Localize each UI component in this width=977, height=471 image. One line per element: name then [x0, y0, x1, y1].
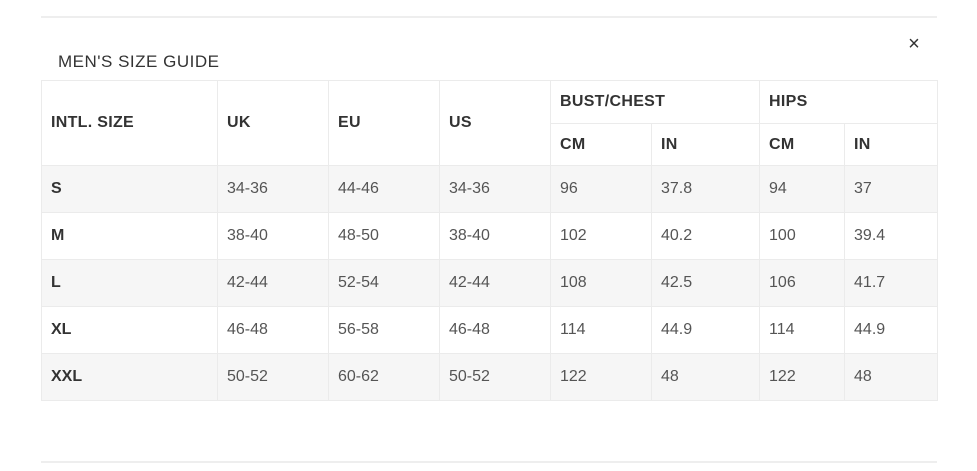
cell-hips-in: 48 — [844, 353, 939, 401]
cell-hips-cm: 100 — [759, 212, 846, 260]
cell-bust-cm: 122 — [550, 353, 652, 401]
cell-uk: 38-40 — [217, 212, 329, 260]
cell-us: 38-40 — [439, 212, 551, 260]
close-icon[interactable]: × — [908, 33, 920, 55]
top-divider — [41, 16, 937, 18]
cell-intl-size: XL — [41, 306, 218, 354]
cell-intl-size: L — [41, 259, 218, 307]
header-bust-cm: CM — [550, 123, 652, 166]
table-row: XL 46-48 56-58 46-48 114 44.9 114 44.9 — [41, 306, 939, 354]
cell-bust-in: 37.8 — [650, 165, 761, 213]
cell-uk: 34-36 — [217, 165, 329, 213]
bottom-divider — [41, 461, 937, 463]
cell-bust-cm: 114 — [550, 306, 652, 354]
table-row: XXL 50-52 60-62 50-52 122 48 122 48 — [41, 353, 939, 401]
cell-bust-in: 42.5 — [650, 259, 761, 307]
cell-bust-cm: 108 — [550, 259, 652, 307]
cell-hips-in: 44.9 — [844, 306, 939, 354]
header-eu: EU — [328, 80, 440, 166]
header-hips: HIPS — [759, 80, 939, 124]
cell-uk: 50-52 — [217, 353, 329, 401]
cell-hips-in: 37 — [844, 165, 939, 213]
cell-bust-in: 44.9 — [650, 306, 761, 354]
cell-eu: 44-46 — [328, 165, 440, 213]
header-hips-cm: CM — [759, 123, 846, 166]
cell-hips-cm: 106 — [759, 259, 846, 307]
cell-eu: 52-54 — [328, 259, 440, 307]
size-guide-title: MEN'S SIZE GUIDE — [58, 52, 220, 72]
cell-uk: 46-48 — [217, 306, 329, 354]
header-us: US — [439, 80, 551, 166]
cell-hips-cm: 122 — [759, 353, 846, 401]
cell-bust-cm: 102 — [550, 212, 652, 260]
table-row: L 42-44 52-54 42-44 108 42.5 106 41.7 — [41, 259, 939, 307]
cell-intl-size: S — [41, 165, 218, 213]
header-intl-size: INTL. SIZE — [41, 80, 218, 166]
header-hips-in: IN — [844, 123, 939, 166]
header-uk: UK — [217, 80, 329, 166]
cell-eu: 60-62 — [328, 353, 440, 401]
cell-us: 42-44 — [439, 259, 551, 307]
cell-uk: 42-44 — [217, 259, 329, 307]
cell-hips-in: 41.7 — [844, 259, 939, 307]
cell-bust-in: 40.2 — [650, 212, 761, 260]
size-guide-table: INTL. SIZE UK EU US BUST/CHEST HIPS CM I… — [41, 80, 939, 401]
cell-us: 46-48 — [439, 306, 551, 354]
cell-hips-cm: 94 — [759, 165, 846, 213]
cell-intl-size: XXL — [41, 353, 218, 401]
cell-eu: 56-58 — [328, 306, 440, 354]
table-row: M 38-40 48-50 38-40 102 40.2 100 39.4 — [41, 212, 939, 260]
cell-intl-size: M — [41, 212, 218, 260]
cell-eu: 48-50 — [328, 212, 440, 260]
table-row: S 34-36 44-46 34-36 96 37.8 94 37 — [41, 165, 939, 213]
cell-bust-in: 48 — [650, 353, 761, 401]
header-bust-chest: BUST/CHEST — [549, 80, 761, 124]
cell-hips-in: 39.4 — [844, 212, 939, 260]
header-bust-in: IN — [650, 123, 761, 166]
cell-hips-cm: 114 — [759, 306, 846, 354]
cell-us: 50-52 — [439, 353, 551, 401]
cell-us: 34-36 — [439, 165, 551, 213]
cell-bust-cm: 96 — [550, 165, 652, 213]
